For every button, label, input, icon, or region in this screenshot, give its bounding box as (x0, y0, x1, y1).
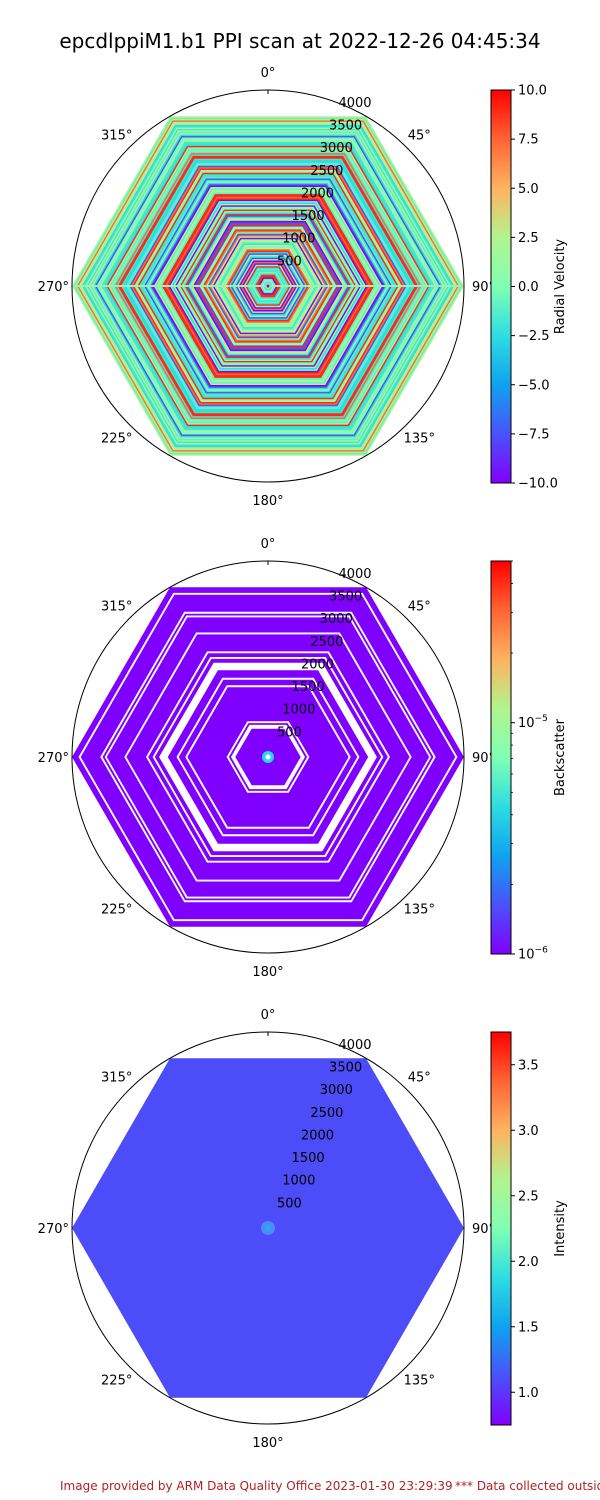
colorbar-tick-label: 10−5 (518, 714, 548, 731)
theta-tick-label: 45° (408, 600, 431, 615)
theta-tick-label: 90° (472, 751, 495, 766)
theta-tick-label: 0° (261, 537, 276, 552)
theta-tick-labels: 0° 45° 90° 135° 180° 225° 270° 315° (38, 537, 495, 980)
radial-tick-label: 3500 (329, 1061, 362, 1076)
theta-tick-label: 90° (472, 280, 495, 295)
radial-tick-label: 2000 (301, 187, 334, 202)
radial-tick-label: 3000 (320, 612, 353, 627)
theta-tick-label: 315° (101, 600, 132, 615)
colorbar-tick-label: 2.5 (518, 1189, 539, 1204)
radial-tick-label: 1000 (282, 1174, 315, 1189)
theta-tick-label: 0° (261, 66, 276, 81)
colorbar-gradient (490, 560, 512, 955)
colorbar-label: Intensity (553, 1200, 568, 1257)
radial-tick-label: 2500 (310, 164, 343, 179)
radial-tick-label: 3500 (329, 119, 362, 134)
theta-tick-label: 270° (38, 1222, 69, 1237)
colorbar-tick-label: 2.0 (518, 1255, 539, 1270)
radial-tick-label: 2500 (310, 635, 343, 650)
panel-intensity: 0° 45° 90° 135° 180° 225° 270° 315° 500 1000 1500… (38, 1008, 568, 1451)
theta-tick-label: 45° (408, 129, 431, 144)
colorbar-gradient (490, 1031, 512, 1426)
colorbar-tick-label: 1.0 (518, 1386, 539, 1401)
radial-tick-labels: 500 1000 1500 2000 2500 3000 3500 4000 (277, 1038, 372, 1212)
radial-tick-label: 4000 (338, 96, 371, 111)
colorbar-tick-label: 5.0 (518, 182, 539, 197)
radial-tick-label: 3000 (320, 141, 353, 156)
theta-tick-label: 225° (101, 902, 132, 917)
radial-tick-label: 500 (277, 725, 302, 740)
radial-tick-label: 1500 (292, 680, 325, 695)
theta-tick-label: 45° (408, 1071, 431, 1086)
theta-tick-labels: 0° 45° 90° 135° 180° 225° 270° 315° (38, 66, 495, 509)
radial-tick-labels: 500 1000 1500 2000 2500 3000 3500 4000 (277, 567, 372, 741)
colorbar-label: Backscatter (553, 718, 568, 796)
radial-tick-label: 2000 (301, 658, 334, 673)
theta-tick-labels: 0° 45° 90° 135° 180° 225° 270° 315° (38, 1008, 495, 1451)
theta-tick-label: 135° (404, 431, 435, 446)
theta-tick-label: 315° (101, 1071, 132, 1086)
theta-tick-label: 135° (404, 902, 435, 917)
panel-backscatter: 0° 45° 90° 135° 180° 225° 270° 315° 500 1000 1500… (38, 537, 568, 980)
footer-credit: Image provided by ARM Data Quality Offic… (60, 1479, 453, 1493)
radial-tick-label: 1000 (282, 703, 315, 718)
ppi-data-layer (72, 116, 464, 456)
radial-tick-label: 4000 (338, 1038, 371, 1053)
panel-radial-velocity: 0° 45° 90° 135° 180° 225° 270° 315° 500 1000 1500… (38, 66, 568, 509)
ppi-data-layer (72, 1058, 464, 1398)
radial-tick-label: 4000 (338, 567, 371, 582)
colorbar-tick-label: 10.0 (518, 84, 547, 99)
radial-tick-label: 1500 (292, 209, 325, 224)
colorbar-tick-label: 10−6 (518, 946, 548, 963)
theta-tick-label: 90° (472, 1222, 495, 1237)
radial-tick-label: 500 (277, 254, 302, 269)
theta-tick-label: 180° (252, 494, 283, 509)
colorbar-tick-label: 3.5 (518, 1058, 539, 1073)
theta-tick-label: 270° (38, 751, 69, 766)
ppi-data-layer (72, 587, 464, 927)
colorbar: 10−5 10−6 Backscatter (490, 560, 568, 963)
radial-tick-label: 3000 (320, 1083, 353, 1098)
colorbar-tick-label: −2.5 (518, 329, 550, 344)
colorbar: 3.5 3.0 2.5 2.0 1.5 1.0 Intensity (490, 1031, 568, 1426)
figure-title: epcdlppiM1.b1 PPI scan at 2022-12-26 04:… (59, 29, 540, 53)
theta-tick-label: 180° (252, 965, 283, 980)
theta-tick-label: 270° (38, 280, 69, 295)
theta-tick-label: 225° (101, 1373, 132, 1388)
colorbar-tick-label: −7.5 (518, 427, 550, 442)
colorbar-tick-label: 1.5 (518, 1320, 539, 1335)
colorbar-tick-label: −5.0 (518, 378, 550, 393)
radial-tick-label: 1500 (292, 1151, 325, 1166)
colorbar-label: Radial Velocity (553, 239, 568, 335)
colorbar-tick-label: 2.5 (518, 231, 539, 246)
radial-tick-labels: 500 1000 1500 2000 2500 3000 3500 4000 (277, 96, 372, 269)
colorbar-tick-label: 7.5 (518, 133, 539, 148)
colorbar-tick-label: 3.0 (518, 1124, 539, 1139)
footer-notice: *** Data collected outside (455, 1479, 600, 1493)
center-hotspot-core (265, 1225, 271, 1231)
center-point (266, 284, 270, 288)
theta-tick-label: 180° (252, 1436, 283, 1451)
theta-tick-label: 0° (261, 1008, 276, 1023)
center-hotspot-core (265, 754, 271, 760)
radial-tick-label: 3500 (329, 590, 362, 605)
radial-tick-label: 2500 (310, 1106, 343, 1121)
colorbar-tick-label: −10.0 (518, 477, 558, 492)
radial-tick-label: 1000 (282, 232, 315, 247)
colorbar-gradient (490, 89, 512, 484)
theta-tick-label: 135° (404, 1373, 435, 1388)
colorbar: 10.0 7.5 5.0 2.5 0.0 −2.5 −5.0 −7.5 −10.0 Radial … (490, 84, 568, 492)
colorbar-tick-label: 0.0 (518, 280, 539, 295)
radial-tick-label: 500 (277, 1196, 302, 1211)
radial-tick-label: 2000 (301, 1129, 334, 1144)
theta-tick-label: 225° (101, 431, 132, 446)
theta-tick-label: 315° (101, 129, 132, 144)
